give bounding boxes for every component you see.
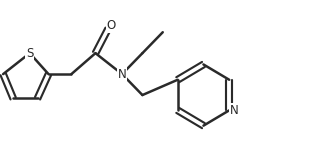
Text: O: O: [106, 19, 116, 32]
Text: N: N: [229, 104, 238, 117]
Text: N: N: [118, 68, 126, 81]
Text: S: S: [26, 47, 33, 60]
